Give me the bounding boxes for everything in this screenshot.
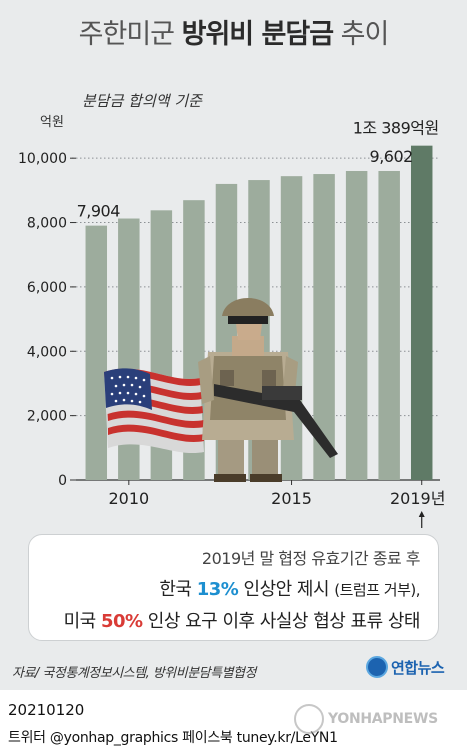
- note-us: 미국: [63, 611, 101, 632]
- note-korea: 한국: [159, 579, 197, 600]
- note-trump-refusal: (트럼프 거부),: [334, 581, 420, 599]
- bar-2016: [313, 174, 335, 480]
- x-tick-label: 2010: [108, 489, 149, 508]
- chart-subtitle: 분담금 합의액 기준: [82, 92, 202, 110]
- bar-2009: [85, 225, 108, 480]
- y-tick-label: 10,000: [18, 151, 67, 167]
- bar-2018: [378, 170, 400, 481]
- note-line-2: 한국 13% 인상안 제시 (트럼프 거부),: [159, 575, 420, 601]
- title-suffix: 추이: [333, 19, 390, 50]
- infographic-card: 주한미군 방위비 분담금 추이 분담금 합의액 기준 억원 0 2,000 4,00…: [0, 0, 467, 690]
- watermark-logo-icon: [294, 704, 324, 734]
- sns-links: 트위터 @yonhap_graphics 페이스북 tuney.kr/LeYN1: [8, 730, 338, 746]
- note-line-1: 2019년 말 협정 유효기간 종료 후: [201, 549, 421, 568]
- y-tick-label: 8,000: [27, 216, 67, 232]
- annotation-box: 2019년 말 협정 유효기간 종료 후 한국 13% 인상안 제시 (트럼프 …: [28, 534, 439, 641]
- y-ticks: 0 2,000 4,000 6,000 8,000 10,000: [18, 151, 76, 489]
- note-line-3: 미국 50% 인상 요구 이후 사실상 협상 표류 상태: [63, 607, 421, 633]
- brand-name: 연합뉴스: [391, 658, 445, 677]
- date-code: 20210120: [8, 701, 85, 719]
- data-label: 7,904: [77, 202, 121, 221]
- data-labels: 7,904 9,602 1조 389억원: [77, 119, 440, 221]
- soldier-icon: [198, 298, 338, 482]
- watermark: YONHAPNEWS: [294, 704, 438, 734]
- us-flag-icon: [104, 368, 204, 454]
- y-tick-label: 0: [58, 473, 67, 489]
- note-us-demand: 인상 요구 이후 사실상 협상 표류 상태: [142, 611, 421, 632]
- watermark-text: YONHAPNEWS: [328, 711, 438, 727]
- x-tick-label: 2015: [271, 489, 312, 508]
- bar-chart: 0 2,000 4,000 6,000 8,000 10,000 2010 2015 2019…: [18, 119, 445, 528]
- x-ticks: 2010 2015 2019년: [108, 480, 445, 528]
- data-label: 9,602: [370, 147, 413, 166]
- data-label: 1조 389억원: [353, 119, 439, 138]
- y-tick-label: 2,000: [27, 409, 67, 425]
- y-unit-label: 억원: [40, 115, 64, 130]
- up-arrow-head: [418, 511, 425, 517]
- bar-2019: [410, 145, 433, 480]
- note-korea-proposal: 인상안 제시: [238, 579, 335, 600]
- yonhap-logo-icon: [366, 656, 388, 678]
- y-tick-label: 6,000: [27, 280, 67, 296]
- note-us-percent: 50%: [100, 611, 143, 632]
- page-title: 주한미군 방위비 분담금 추이: [0, 12, 467, 51]
- bar-2017: [345, 170, 368, 481]
- title-prefix: 주한미군: [78, 19, 182, 50]
- note-korea-percent: 13%: [196, 579, 239, 600]
- x-tick-label: 2019년: [390, 489, 445, 508]
- source-note: 자료/ 국정통계정보시스템, 방위비분담특별협정: [12, 666, 256, 681]
- y-tick-label: 4,000: [27, 344, 67, 360]
- brand-logo: 연합뉴스: [366, 656, 445, 678]
- title-bold: 방위비 분담금: [181, 19, 334, 50]
